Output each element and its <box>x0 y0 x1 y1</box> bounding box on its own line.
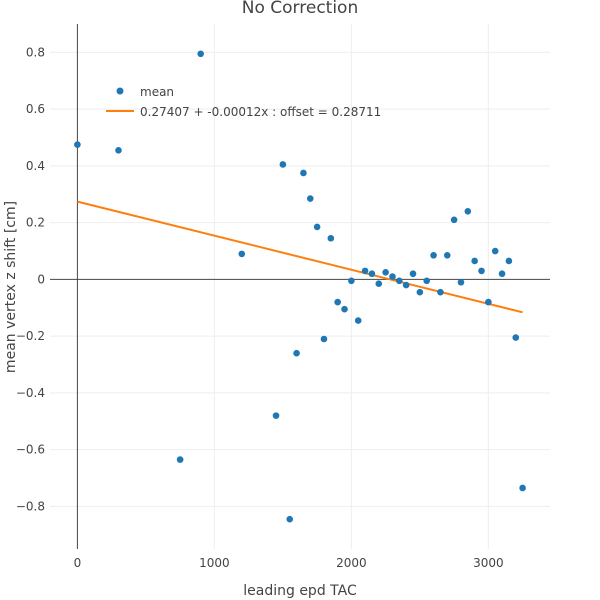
data-point <box>375 280 383 287</box>
y-tick-label: 0.4 <box>26 159 45 173</box>
data-point <box>368 270 376 278</box>
x-tick-label: 1000 <box>199 556 230 570</box>
data-point <box>176 456 184 463</box>
data-point <box>300 169 307 177</box>
data-point <box>341 305 348 313</box>
legend: mean 0.27407 + -0.00012x : offset = 0.28… <box>106 85 381 119</box>
data-point <box>272 412 280 419</box>
y-tick-label: −0.4 <box>16 386 45 400</box>
legend-label-mean: mean <box>140 85 174 99</box>
legend-label-fit: 0.27407 + -0.00012x : offset = 0.28711 <box>140 105 381 119</box>
y-tick-label: 0.6 <box>26 102 45 116</box>
series-layer <box>74 50 526 523</box>
data-point <box>334 298 341 306</box>
data-point <box>197 50 204 58</box>
data-point <box>430 251 437 259</box>
data-point <box>512 334 520 341</box>
data-point <box>471 257 478 265</box>
zero-lines <box>50 24 550 549</box>
y-tick-label: 0.2 <box>26 216 45 230</box>
data-point <box>498 270 506 278</box>
data-point <box>286 515 294 523</box>
data-point <box>74 141 81 148</box>
data-point <box>361 267 369 275</box>
data-point <box>115 146 122 154</box>
plot-background <box>50 24 550 549</box>
data-point <box>409 270 417 278</box>
data-point <box>505 257 513 265</box>
fit-line <box>77 200 523 314</box>
data-point <box>464 207 472 215</box>
legend-marker-mean <box>116 87 124 95</box>
data-point <box>354 317 362 324</box>
data-point <box>491 247 499 255</box>
data-point <box>450 216 458 224</box>
data-point <box>327 234 335 242</box>
chart-title: No Correction <box>242 0 358 18</box>
data-point <box>306 195 314 202</box>
data-point <box>348 277 355 285</box>
data-point <box>485 298 492 306</box>
data-point <box>313 223 321 231</box>
data-point <box>416 288 424 296</box>
y-axis-label: mean vertex z shift [cm] <box>3 201 19 373</box>
grid <box>50 24 550 549</box>
data-point <box>382 269 389 276</box>
y-tick-label: −0.6 <box>16 443 45 457</box>
y-tick-label: 0 <box>37 272 45 286</box>
data-point <box>396 277 403 285</box>
data-point <box>320 335 328 343</box>
x-tick-label: 0 <box>74 556 82 570</box>
data-point <box>478 267 485 275</box>
data-point <box>437 288 444 296</box>
y-tick-label: −0.2 <box>16 329 45 343</box>
data-point <box>389 273 396 280</box>
data-point <box>238 250 246 258</box>
y-axis-ticks: −0.8 −0.6 −0.4 −0.2 0 0.2 0.4 0.6 0.8 <box>16 45 45 513</box>
x-tick-label: 3000 <box>473 556 504 570</box>
data-point <box>423 277 431 285</box>
y-tick-label: 0.8 <box>26 45 45 59</box>
data-point <box>443 251 451 259</box>
data-point <box>293 349 300 357</box>
data-point <box>457 278 465 286</box>
data-point <box>402 281 410 289</box>
x-axis-label: leading epd TAC <box>243 583 357 599</box>
data-point <box>519 484 526 492</box>
x-axis-ticks: 0 1000 2000 3000 <box>74 556 504 570</box>
x-tick-label: 2000 <box>336 556 367 570</box>
data-point <box>279 161 287 168</box>
y-tick-label: −0.8 <box>16 499 45 513</box>
